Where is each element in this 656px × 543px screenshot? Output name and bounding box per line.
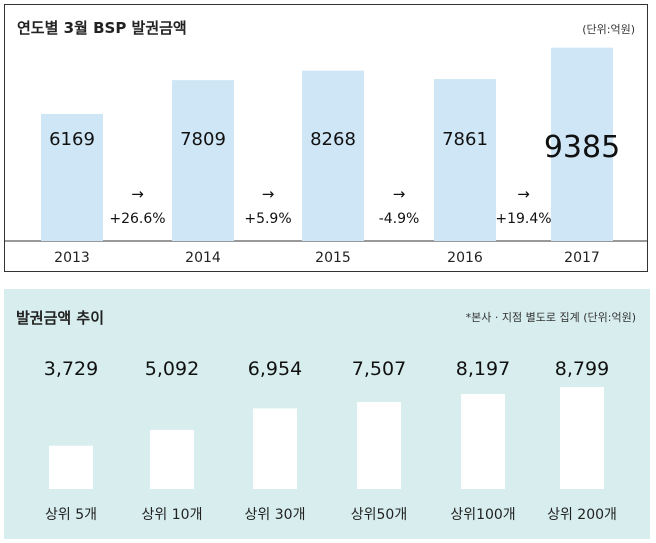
chart1-title: 연도별 3월 BSP 발권금액 <box>17 19 187 37</box>
chart1-growth-arrow-4: → <box>517 185 530 203</box>
chart1-svg: 6169 2013 7809 2014 8268 2015 7861 2016 9385 2017… <box>5 47 647 266</box>
chart1-bar-2017 <box>551 47 613 241</box>
chart2-category-label-5: 상위100개 <box>450 507 515 523</box>
chart1-growth-label-3: -4.9% <box>379 211 420 227</box>
chart1-growth-arrow-2: → <box>262 185 275 203</box>
chart1-growth-label-1: +26.6% <box>109 211 165 227</box>
chart2-category-label-6: 상위 200개 <box>547 507 617 523</box>
top-agency-chart-panel: 발권금액 추이 *본사 · 지점 별도로 집계 (단위:억원) 3,729 상위 … <box>4 289 650 539</box>
chart1-category-label-2016: 2016 <box>447 250 483 266</box>
chart2-value-label-6: 8,799 <box>555 358 609 380</box>
chart1-unit-note: (단위:억원) <box>582 23 635 36</box>
chart2-bar-3 <box>253 408 297 489</box>
chart2-category-label-4: 상위50개 <box>351 507 407 523</box>
chart1-category-label-2014: 2014 <box>185 250 221 266</box>
chart1-bar-2016 <box>434 79 496 241</box>
chart2-bar-4 <box>357 401 401 489</box>
chart2-category-label-2: 상위 10개 <box>142 507 203 523</box>
chart2-value-label-5: 8,197 <box>456 358 510 380</box>
chart1-growth-label-2: +5.9% <box>244 211 291 227</box>
annual-bsp-chart-panel: 연도별 3월 BSP 발권금액 (단위:억원) 6169 2013 7809 2014… <box>4 4 648 272</box>
chart1-value-label-2015: 8268 <box>310 129 356 150</box>
chart2-svg: 3,729 상위 5개 5,092 상위 10개 6,954 상위 30개 7,507 상위5… <box>44 358 617 523</box>
chart1-value-label-2014: 7809 <box>180 129 226 150</box>
chart2-value-label-2: 5,092 <box>145 358 199 380</box>
chart2-bar-2 <box>150 429 194 489</box>
chart1-value-label-2017: 9385 <box>544 130 620 165</box>
chart2-category-label-1: 상위 5개 <box>45 507 97 523</box>
chart2-bar-5 <box>461 393 505 489</box>
chart2-value-label-1: 3,729 <box>44 358 98 380</box>
chart2-bar-6 <box>560 387 604 489</box>
chart2-bar-1 <box>49 445 93 489</box>
chart2-title: 발권금액 추이 <box>16 309 105 327</box>
chart1-growth-arrow-1: → <box>131 185 144 203</box>
chart1-category-label-2017: 2017 <box>564 250 600 266</box>
chart2-category-label-3: 상위 30개 <box>245 507 306 523</box>
chart1-growth-arrow-3: → <box>393 185 406 203</box>
chart2-unit-note: *본사 · 지점 별도로 집계 (단위:억원) <box>465 311 636 324</box>
chart1-value-label-2016: 7861 <box>442 129 488 150</box>
chart1-growth-label-4: +19.4% <box>495 211 551 227</box>
chart1-category-label-2013: 2013 <box>54 250 90 266</box>
chart1-bar-2015 <box>302 70 364 241</box>
chart1-bar-2014 <box>172 80 234 241</box>
chart1-value-label-2013: 6169 <box>49 129 95 150</box>
chart1-bar-2013 <box>41 113 103 241</box>
chart1-category-label-2015: 2015 <box>315 250 351 266</box>
chart2-value-label-4: 7,507 <box>352 358 406 380</box>
chart2-value-label-3: 6,954 <box>248 358 302 380</box>
